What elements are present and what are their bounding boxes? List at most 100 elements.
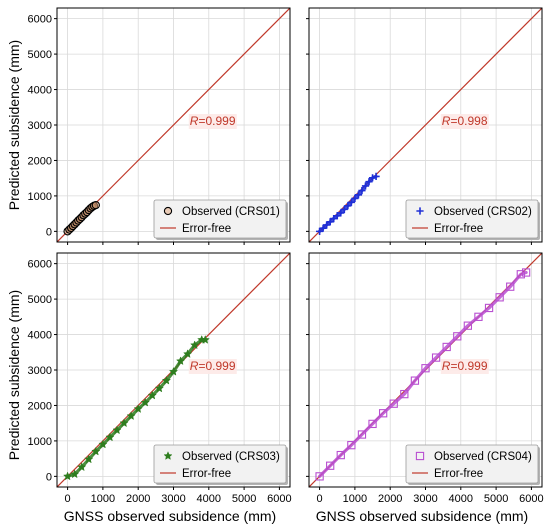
observed-point (357, 430, 367, 439)
y-axis-label-bottom: Predicted subsidence (mm) (6, 290, 22, 460)
observed-point (161, 375, 172, 385)
y-tick-label: 0 (46, 471, 52, 483)
observed-point (336, 450, 345, 460)
r-label-symbol: R (190, 114, 199, 128)
panel-crs03: 0 1000 2000 3000 4000 5000 6000 0 1000 2000 3000 40… (28, 252, 292, 505)
x-tick-label: 0 (317, 493, 323, 505)
y-tick-label: 1000 (28, 436, 52, 448)
legend-box (405, 199, 539, 239)
x-tick-label: 3000 (413, 493, 437, 505)
observed-point (453, 332, 462, 341)
observed-point (91, 446, 101, 456)
observed-point (337, 209, 345, 217)
x-tick-label: 0 (65, 493, 71, 505)
x-tick-label: 1000 (91, 493, 115, 505)
legend-line-label: Error-free (434, 223, 483, 235)
observed-point (119, 418, 129, 428)
r-label: R=0.999 (190, 114, 236, 128)
observed-point (506, 282, 515, 291)
observed-point (474, 312, 483, 321)
r-label-bg (440, 359, 489, 374)
observed-point (421, 364, 430, 373)
x-tick-label: 5000 (484, 493, 508, 505)
observed-point (495, 293, 504, 302)
y-tick-label: 6000 (28, 259, 52, 271)
y-axis-label-top: Predicted subsidence (mm) (6, 40, 22, 210)
observed-point (183, 349, 193, 358)
observed-point (154, 383, 164, 393)
x-tick-label: 6000 (519, 493, 543, 505)
r-label: R=0.999 (190, 359, 236, 373)
observed-point (354, 191, 363, 199)
observed-point (347, 198, 355, 206)
observed-point (365, 178, 373, 186)
legend-observed-marker (415, 451, 425, 461)
panel-crs04: 0 1000 2000 3000 4000 5000 6000 R=0.999 Observed… (306, 252, 544, 505)
observed-point (410, 376, 420, 385)
r-label-bg (188, 359, 237, 374)
observed-point (368, 419, 377, 429)
observed-point (372, 172, 380, 181)
legend-observed-label: Observed (CRS02) (434, 206, 532, 218)
y-tick-label: 6000 (28, 14, 52, 26)
x-axis-label-left: GNSS observed subsidence (mm) (64, 508, 276, 524)
panel-crs02: R=0.998 Observed (CRS02) Error-free (306, 7, 543, 245)
legend-line-label: Error-free (182, 468, 231, 480)
legend-observed-marker (416, 207, 424, 215)
x-tick-label: 1000 (343, 493, 367, 505)
observed-point (98, 439, 108, 449)
x-tick-label: 5000 (232, 493, 256, 505)
r-label-symbol: R (190, 359, 199, 373)
y-tick-label: 3000 (28, 365, 52, 377)
observed-point (315, 472, 324, 481)
legend-observed-label: Observed (CRS03) (182, 451, 280, 463)
observed-point (378, 409, 388, 418)
y-tick-label: 3000 (28, 120, 52, 132)
observed-point (105, 432, 115, 442)
x-tick-label: 4000 (197, 493, 221, 505)
legend-box (153, 199, 287, 239)
y-tick-label: 4000 (28, 330, 52, 342)
legend-observed-label: Observed (CRS01) (182, 206, 280, 218)
observed-point (340, 205, 348, 213)
r-label: R=0.999 (442, 359, 488, 373)
observed-point (190, 340, 200, 350)
x-axis-label-right: GNSS observed subsidence (mm) (316, 508, 528, 524)
observed-point (147, 390, 157, 400)
observed-point (168, 366, 179, 376)
observed-point (133, 404, 143, 413)
observed-point (62, 471, 73, 481)
r-label-value: =0.998 (450, 114, 487, 128)
observed-point (431, 353, 441, 362)
observed-point (358, 186, 366, 195)
r-label: R=0.998 (442, 114, 488, 128)
legend-box (405, 444, 539, 484)
y-tick-label: 5000 (28, 49, 52, 61)
legend-observed-marker (163, 451, 173, 460)
observed-point (326, 461, 335, 470)
r-label-symbol: R (442, 114, 451, 128)
panels: 0100020003000400050006000R=0.999Observed… (28, 7, 544, 505)
x-tick-label: 2000 (126, 493, 150, 505)
observed-point (91, 200, 100, 210)
legend-observed-label: Observed (CRS04) (434, 451, 532, 463)
x-tick-label: 6000 (267, 493, 291, 505)
observed-point (126, 411, 136, 421)
x-tick-label: 2000 (378, 493, 402, 505)
observed-point (368, 174, 377, 182)
y-tick-label: 2000 (28, 155, 52, 167)
x-tick-label: 3000 (161, 493, 185, 505)
y-tick-label: 2000 (28, 400, 52, 412)
observed-point (521, 268, 531, 277)
observed-point (484, 303, 494, 313)
r-label-bg (440, 114, 489, 129)
observed-point (200, 335, 210, 344)
r-label-value: =0.999 (198, 359, 235, 373)
y-tick-label: 4000 (28, 85, 52, 97)
observed-point (140, 397, 150, 407)
x-tick-label: 4000 (449, 493, 473, 505)
observed-point (361, 182, 370, 190)
legend-box (153, 444, 287, 484)
observed-point (400, 389, 409, 399)
